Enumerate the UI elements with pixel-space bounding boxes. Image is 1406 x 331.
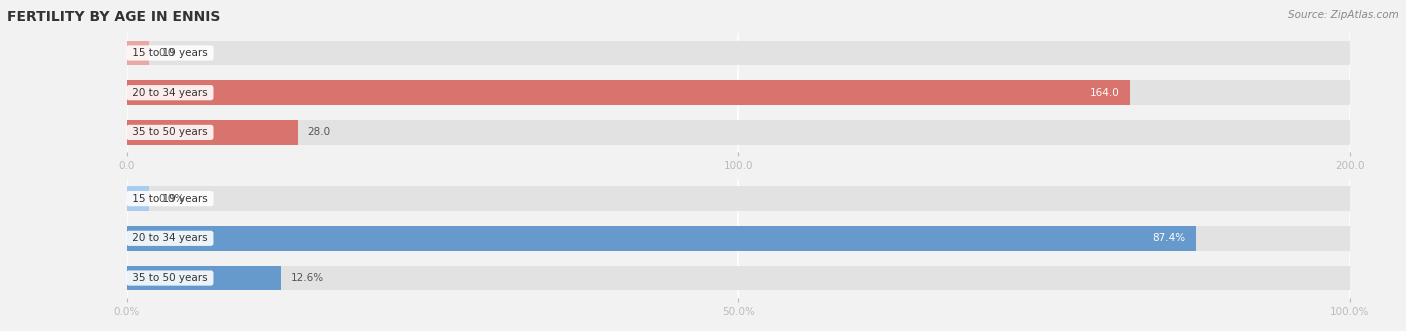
Bar	[127, 226, 1350, 251]
Text: 87.4%: 87.4%	[1153, 233, 1185, 243]
Text: 15 to 19 years: 15 to 19 years	[129, 194, 211, 204]
Text: 164.0: 164.0	[1090, 88, 1119, 98]
Text: 0.0%: 0.0%	[159, 194, 184, 204]
Bar	[127, 41, 1350, 65]
Text: 35 to 50 years: 35 to 50 years	[129, 127, 211, 137]
Text: FERTILITY BY AGE IN ENNIS: FERTILITY BY AGE IN ENNIS	[7, 10, 221, 24]
Text: 28.0: 28.0	[308, 127, 330, 137]
Bar	[127, 41, 149, 65]
Text: 20 to 34 years: 20 to 34 years	[129, 88, 211, 98]
Bar	[127, 80, 1129, 105]
Bar	[127, 186, 149, 211]
Bar	[127, 120, 298, 145]
Bar	[127, 226, 1195, 251]
Bar	[127, 186, 1350, 211]
Text: 12.6%: 12.6%	[291, 273, 323, 283]
Text: 15 to 19 years: 15 to 19 years	[129, 48, 211, 58]
Bar	[127, 266, 281, 290]
Bar	[127, 80, 1350, 105]
Text: Source: ZipAtlas.com: Source: ZipAtlas.com	[1288, 10, 1399, 20]
Text: 20 to 34 years: 20 to 34 years	[129, 233, 211, 243]
Bar	[127, 120, 1350, 145]
Bar	[127, 266, 1350, 290]
Text: 0.0: 0.0	[159, 48, 174, 58]
Text: 35 to 50 years: 35 to 50 years	[129, 273, 211, 283]
